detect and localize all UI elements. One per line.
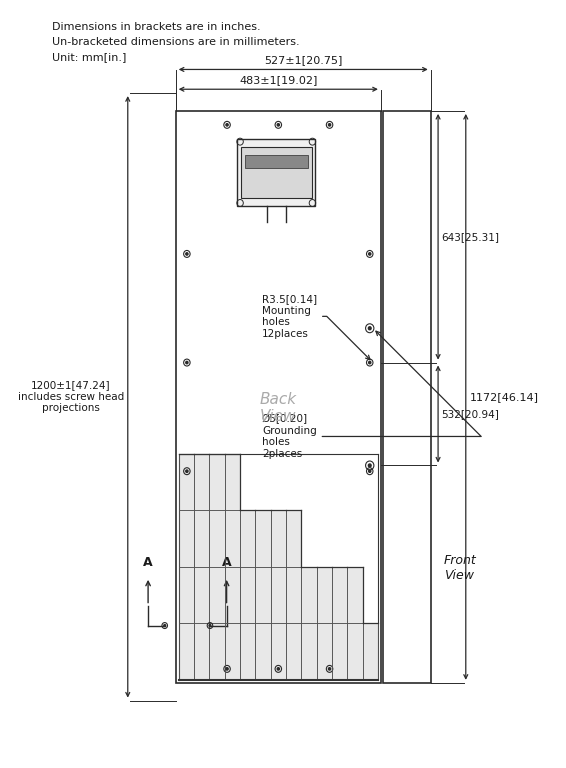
Text: Un-bracketed dimensions are in millimeters.: Un-bracketed dimensions are in millimete…: [52, 37, 299, 47]
Circle shape: [368, 470, 371, 472]
Bar: [363, 454, 378, 624]
Text: R3.5[0.14]
Mounting
holes
12places: R3.5[0.14] Mounting holes 12places: [262, 294, 370, 359]
Bar: [383, 111, 431, 683]
Bar: [241, 147, 311, 198]
Bar: [255, 454, 271, 511]
Text: 1200±1[47.24]
includes screw head
projections: 1200±1[47.24] includes screw head projec…: [18, 380, 124, 413]
Circle shape: [368, 464, 371, 467]
Bar: [237, 139, 315, 206]
Circle shape: [186, 470, 188, 472]
Circle shape: [328, 667, 331, 670]
Bar: [178, 454, 378, 680]
Circle shape: [368, 326, 371, 329]
Circle shape: [226, 124, 228, 126]
Bar: [348, 454, 363, 567]
Circle shape: [186, 362, 188, 364]
Text: 527±1[20.75]: 527±1[20.75]: [264, 55, 342, 65]
Bar: [245, 154, 308, 168]
Bar: [286, 454, 301, 511]
Circle shape: [209, 624, 211, 627]
Bar: [316, 454, 332, 567]
Circle shape: [164, 624, 166, 627]
Circle shape: [277, 124, 280, 126]
Bar: [332, 454, 348, 567]
Circle shape: [328, 124, 331, 126]
Circle shape: [368, 362, 371, 364]
Text: Front
View: Front View: [444, 554, 477, 582]
Text: Ø5[0.20]
Grounding
holes
2places: Ø5[0.20] Grounding holes 2places: [262, 331, 481, 459]
Bar: [301, 454, 316, 567]
Text: Back
View: Back View: [260, 392, 297, 425]
Text: Unit: mm[in.]: Unit: mm[in.]: [52, 51, 126, 61]
Circle shape: [186, 253, 188, 255]
Text: 532[20.94]: 532[20.94]: [441, 409, 499, 419]
Text: A: A: [143, 556, 153, 569]
Circle shape: [277, 667, 280, 670]
Text: Dimensions in brackets are in inches.: Dimensions in brackets are in inches.: [52, 22, 261, 32]
Bar: [271, 454, 286, 511]
Text: 643[25.31]: 643[25.31]: [441, 232, 499, 242]
Text: 1172[46.14]: 1172[46.14]: [469, 392, 538, 402]
Circle shape: [226, 667, 228, 670]
Text: A: A: [222, 556, 231, 569]
Bar: [240, 454, 255, 511]
Bar: [176, 111, 381, 683]
Text: 483±1[19.02]: 483±1[19.02]: [239, 75, 318, 85]
Circle shape: [368, 253, 371, 255]
